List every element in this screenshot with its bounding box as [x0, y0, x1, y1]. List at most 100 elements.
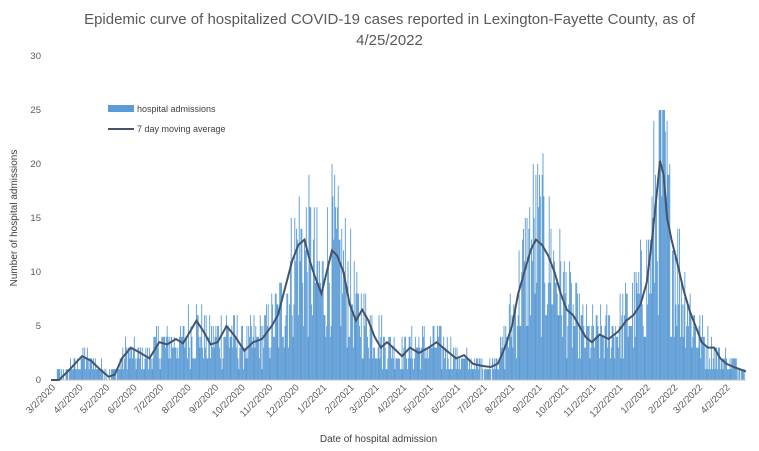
admission-bar	[730, 369, 732, 380]
admission-bar	[156, 347, 158, 380]
admission-bar	[137, 347, 139, 380]
admission-bar	[284, 326, 286, 380]
admission-bar	[638, 272, 640, 380]
admission-bar	[515, 358, 517, 380]
admission-bar	[715, 347, 717, 380]
admission-bar	[120, 369, 122, 380]
admission-bar	[179, 326, 181, 380]
admission-bar	[466, 347, 468, 380]
admission-bar	[135, 369, 137, 380]
admission-bar	[708, 369, 710, 380]
admission-bar	[498, 369, 500, 380]
admission-bar	[550, 228, 552, 380]
admission-bar	[366, 315, 368, 380]
admission-bar	[536, 282, 538, 380]
admission-bar	[608, 315, 610, 380]
admission-bar	[59, 369, 61, 380]
admission-bar	[720, 358, 722, 380]
admission-bar	[194, 358, 196, 380]
admission-bar	[589, 358, 591, 380]
admission-bar	[506, 336, 508, 380]
admission-bar	[233, 315, 235, 380]
admission-bar	[739, 369, 741, 380]
y-tick-label: 5	[36, 321, 41, 332]
admission-bar	[718, 347, 720, 380]
admission-bar	[393, 336, 395, 380]
admission-bar	[162, 336, 164, 380]
admission-bar	[494, 369, 496, 380]
admission-bar	[523, 261, 525, 380]
admission-bar	[607, 347, 609, 380]
admission-bar	[86, 358, 87, 380]
admission-bar	[356, 272, 358, 380]
admission-bar	[629, 326, 631, 380]
admission-bar	[395, 358, 397, 380]
admission-bar	[163, 336, 165, 380]
admission-bar	[278, 347, 280, 380]
admission-bar	[299, 261, 301, 380]
admission-bar	[221, 369, 223, 380]
admission-bar	[127, 347, 129, 380]
admission-bar	[612, 326, 614, 380]
admission-bar	[103, 369, 105, 380]
admission-bar	[533, 218, 535, 380]
admission-bar	[270, 347, 272, 380]
admission-bar	[679, 336, 681, 380]
x-axis-label: Date of hospital admission	[320, 434, 437, 445]
admission-bar	[324, 315, 326, 380]
admission-bar	[273, 336, 275, 380]
admission-bar	[343, 272, 345, 380]
admission-bar	[492, 369, 494, 380]
admission-bar	[123, 369, 125, 380]
admission-bar	[543, 196, 545, 380]
admission-bar	[719, 369, 721, 380]
admission-bar	[117, 369, 119, 380]
admission-bar	[529, 207, 531, 380]
admission-bar	[309, 207, 311, 380]
admission-bar	[57, 369, 59, 380]
admission-bar	[476, 358, 477, 380]
admission-bar	[338, 239, 340, 380]
admission-bar	[387, 358, 389, 380]
admission-bar	[125, 347, 127, 380]
admission-bar	[716, 347, 718, 380]
admission-bar	[172, 347, 174, 380]
admission-bar	[383, 336, 385, 380]
admission-bar	[700, 358, 702, 380]
admission-bar	[671, 336, 672, 380]
admission-bar	[87, 358, 89, 380]
admission-bar	[551, 304, 553, 380]
admission-bar	[724, 358, 726, 380]
legend-label-moving-average: 7 day moving average	[137, 124, 226, 134]
admission-bar	[588, 326, 590, 380]
admission-bar	[735, 358, 737, 380]
admission-bar	[682, 336, 684, 380]
admission-bar	[670, 336, 672, 380]
admission-bar	[264, 315, 266, 380]
admission-bar	[239, 347, 241, 380]
admission-bar	[226, 315, 227, 380]
admission-bar	[505, 326, 507, 380]
admission-bar	[460, 369, 462, 380]
y-tick-label: 15	[30, 213, 41, 224]
admission-bar	[690, 315, 692, 380]
admission-bar	[617, 347, 619, 380]
admission-bar	[468, 358, 470, 380]
admission-bar	[76, 369, 78, 380]
admission-bar	[223, 336, 225, 380]
admission-bar	[246, 326, 248, 380]
admission-bar	[459, 358, 461, 380]
admission-bar	[469, 369, 471, 380]
admission-bar	[152, 358, 154, 380]
admission-bar	[656, 261, 658, 380]
admission-bar	[334, 174, 336, 380]
admission-bar	[643, 336, 645, 380]
admission-bar	[686, 326, 688, 380]
admission-bar	[703, 336, 704, 380]
admission-bar	[553, 250, 555, 380]
admission-bar	[540, 336, 542, 380]
admission-bar	[228, 347, 230, 380]
admission-bar	[694, 315, 696, 380]
admission-bar	[650, 293, 652, 380]
admission-bar	[734, 358, 736, 380]
